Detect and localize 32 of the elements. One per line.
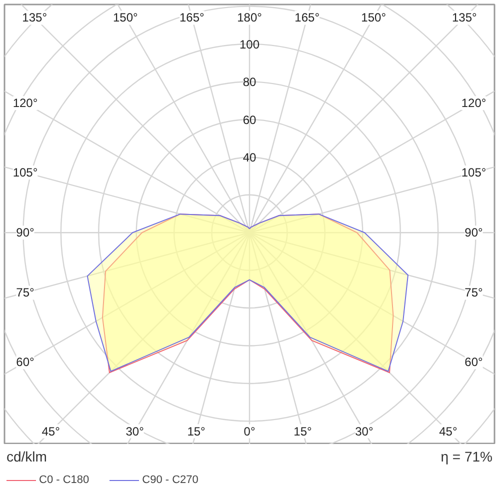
spoke-label: 120° (12, 96, 38, 110)
spoke-label: 150° (113, 10, 138, 25)
legend-label: C0 - C180 (39, 474, 90, 486)
spoke-label: 105° (461, 166, 486, 180)
spoke-label: 135° (452, 10, 478, 25)
spoke-label: 0° (244, 424, 256, 438)
spoke-label: 15° (294, 424, 312, 438)
spoke-label: 45° (42, 424, 60, 438)
spoke-label: 105° (12, 166, 38, 180)
spoke-label: 165° (180, 10, 205, 25)
spoke-label: 135° (22, 10, 48, 25)
spoke-label: 45° (439, 424, 458, 438)
spoke-label: 180° (237, 10, 262, 25)
spoke-label: 120° (461, 96, 486, 110)
spoke-label: 30° (126, 424, 144, 438)
spoke-label: 75° (464, 286, 484, 300)
spoke-label: 30° (355, 424, 374, 438)
spoke-label: 90° (464, 226, 484, 240)
spoke-label: 15° (187, 424, 206, 438)
spoke-label: 90° (16, 226, 35, 240)
legend-label: C90 - C270 (142, 474, 198, 486)
spoke-label: 60° (464, 355, 484, 370)
y-tick-label: 100 (239, 38, 260, 52)
text: η = 71% (440, 448, 493, 464)
y-tick-label: 80 (242, 75, 256, 90)
text: cd/klm (6, 448, 47, 464)
y-tick-label: 60 (242, 112, 256, 127)
spoke-label: 165° (294, 10, 320, 25)
spoke-label: 60° (16, 355, 35, 370)
spoke-label: 150° (361, 10, 386, 25)
spoke-label: 75° (16, 286, 35, 300)
y-tick-label: 40 (242, 150, 256, 165)
